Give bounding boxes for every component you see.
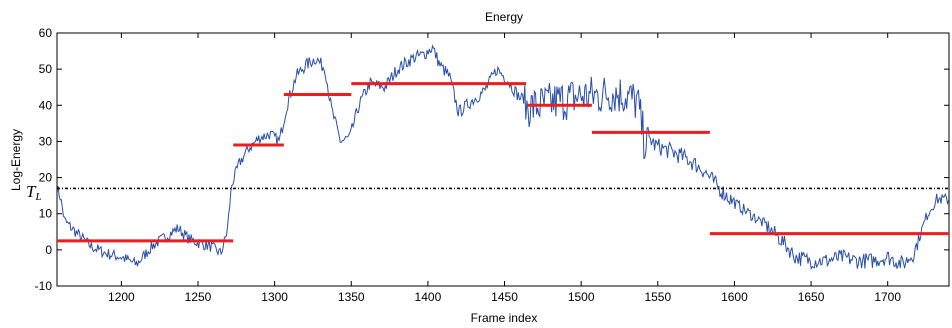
plot-area: 1200 1250 1300 1350 1400 1450 1500 1550 1600 1650… xyxy=(35,26,950,304)
y-tick-label-10: 10 xyxy=(39,207,53,221)
x-tick-label-1400: 1400 xyxy=(415,290,442,304)
y-tick-label-60: 60 xyxy=(39,26,53,40)
x-tick-label-1450: 1450 xyxy=(491,290,518,304)
threshold-label: TL xyxy=(26,182,42,203)
y-axis-label: Log-Energy xyxy=(9,129,23,191)
energy-series-line xyxy=(57,44,949,271)
x-tick-label-1550: 1550 xyxy=(644,290,671,304)
y-tick-label--10: -10 xyxy=(35,279,53,293)
x-tick-label-1700: 1700 xyxy=(874,290,901,304)
y-tick-label-50: 50 xyxy=(39,62,53,76)
x-tick-label-1600: 1600 xyxy=(721,290,748,304)
x-tick-label-1250: 1250 xyxy=(185,290,212,304)
y-tick-label-0: 0 xyxy=(45,243,52,257)
x-tick-label-1500: 1500 xyxy=(568,290,595,304)
x-tick-label-1350: 1350 xyxy=(338,290,365,304)
x-tick-label-1300: 1300 xyxy=(261,290,288,304)
x-tick-label-1650: 1650 xyxy=(798,290,825,304)
y-tick-label-20: 20 xyxy=(39,171,53,185)
y-tick-label-40: 40 xyxy=(39,98,53,112)
chart-title: Energy xyxy=(485,10,523,24)
plot-frame xyxy=(56,32,950,287)
x-tick-label-1200: 1200 xyxy=(108,290,135,304)
y-tick-label-30: 30 xyxy=(39,134,53,148)
x-axis-label: Frame index xyxy=(471,311,538,325)
